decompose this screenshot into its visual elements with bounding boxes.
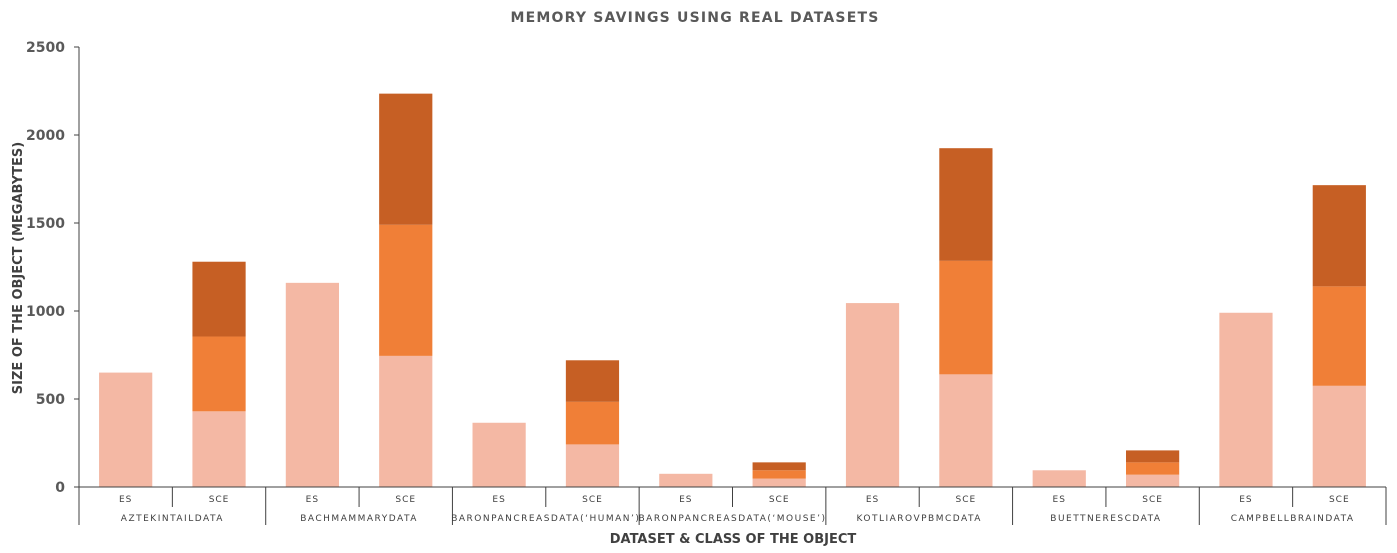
y-tick-label: 500 (36, 392, 65, 408)
y-tick-label: 2000 (26, 128, 65, 144)
bar-segment-2 (1126, 462, 1180, 475)
bar-segment-3 (1126, 450, 1180, 463)
dataset-label: KOTLIAROVPBMCDATA (856, 514, 982, 524)
chart-title: MEMORY SAVINGS USING REAL DATASETS (511, 10, 880, 26)
y-axis: 0 500 1000 1500 2000 2500 (26, 40, 80, 496)
class-label: ES (492, 495, 505, 505)
bar-segment-1 (379, 355, 433, 487)
bar-segment-1 (99, 372, 153, 487)
bar-segment-3 (379, 93, 433, 225)
dataset-label: BUETTNERESCDATA (1050, 514, 1161, 524)
y-tick-label: 2500 (26, 40, 65, 56)
dataset-label: AZTEKINTAILDATA (121, 514, 224, 524)
y-tick-label: 0 (55, 480, 65, 496)
class-label: ES (306, 495, 319, 505)
bar-segment-1 (472, 422, 526, 487)
dataset-label: BARONPANCREASDATA(‘MOUSE’) (638, 514, 826, 524)
class-label: SCE (956, 495, 977, 505)
class-label: ES (119, 495, 132, 505)
bar-segment-1 (1032, 470, 1086, 487)
bar-segment-2 (1312, 286, 1366, 386)
bars (99, 93, 1366, 487)
class-label: SCE (209, 495, 230, 505)
bar-segment-1 (845, 303, 900, 487)
bar-segment-2 (939, 260, 993, 375)
bar-segment-3 (752, 462, 806, 471)
class-label: ES (1053, 495, 1066, 505)
bar-segment-2 (379, 224, 433, 356)
class-label: SCE (582, 495, 603, 505)
bar-segment-1 (565, 444, 620, 487)
bar-segment-1 (285, 282, 339, 487)
bar-segment-3 (1312, 185, 1366, 287)
bar-segment-1 (1219, 312, 1273, 487)
y-tick-label: 1000 (26, 304, 65, 320)
dataset-label: BARONPANCREASDATA(‘HUMAN’) (451, 514, 640, 524)
class-label: ES (866, 495, 879, 505)
dataset-label: BACHMAMMARYDATA (300, 514, 418, 524)
bar-segment-3 (192, 261, 246, 337)
bar-segment-1 (1312, 385, 1366, 487)
class-label: SCE (1329, 495, 1350, 505)
bar-segment-1 (192, 411, 246, 487)
class-label: ES (679, 495, 692, 505)
class-label: SCE (395, 495, 416, 505)
bar-segment-2 (565, 401, 620, 445)
bar-segment-1 (1126, 474, 1180, 487)
y-tick-label: 1500 (26, 216, 65, 232)
y-axis-title: SIZE OF THE OBJECT (MEGABYTES) (11, 142, 26, 394)
bar-segment-3 (565, 360, 620, 402)
class-label: SCE (1142, 495, 1163, 505)
class-label: SCE (769, 495, 790, 505)
bar-segment-2 (192, 336, 246, 412)
x-axis-title: DATASET & CLASS OF THE OBJECT (610, 532, 857, 547)
bar-segment-2 (752, 470, 806, 479)
bar-segment-1 (939, 374, 993, 487)
bar-segment-1 (659, 473, 713, 487)
class-label: ES (1239, 495, 1252, 505)
bar-segment-3 (939, 148, 993, 261)
dataset-label: CAMPBELLBRAINDATA (1231, 514, 1355, 524)
x-axis: ES SCE AZTEKINTAILDATA ES SCE BACHMAMMARYDATA… (78, 486, 1387, 525)
bar-segment-1 (752, 478, 806, 487)
